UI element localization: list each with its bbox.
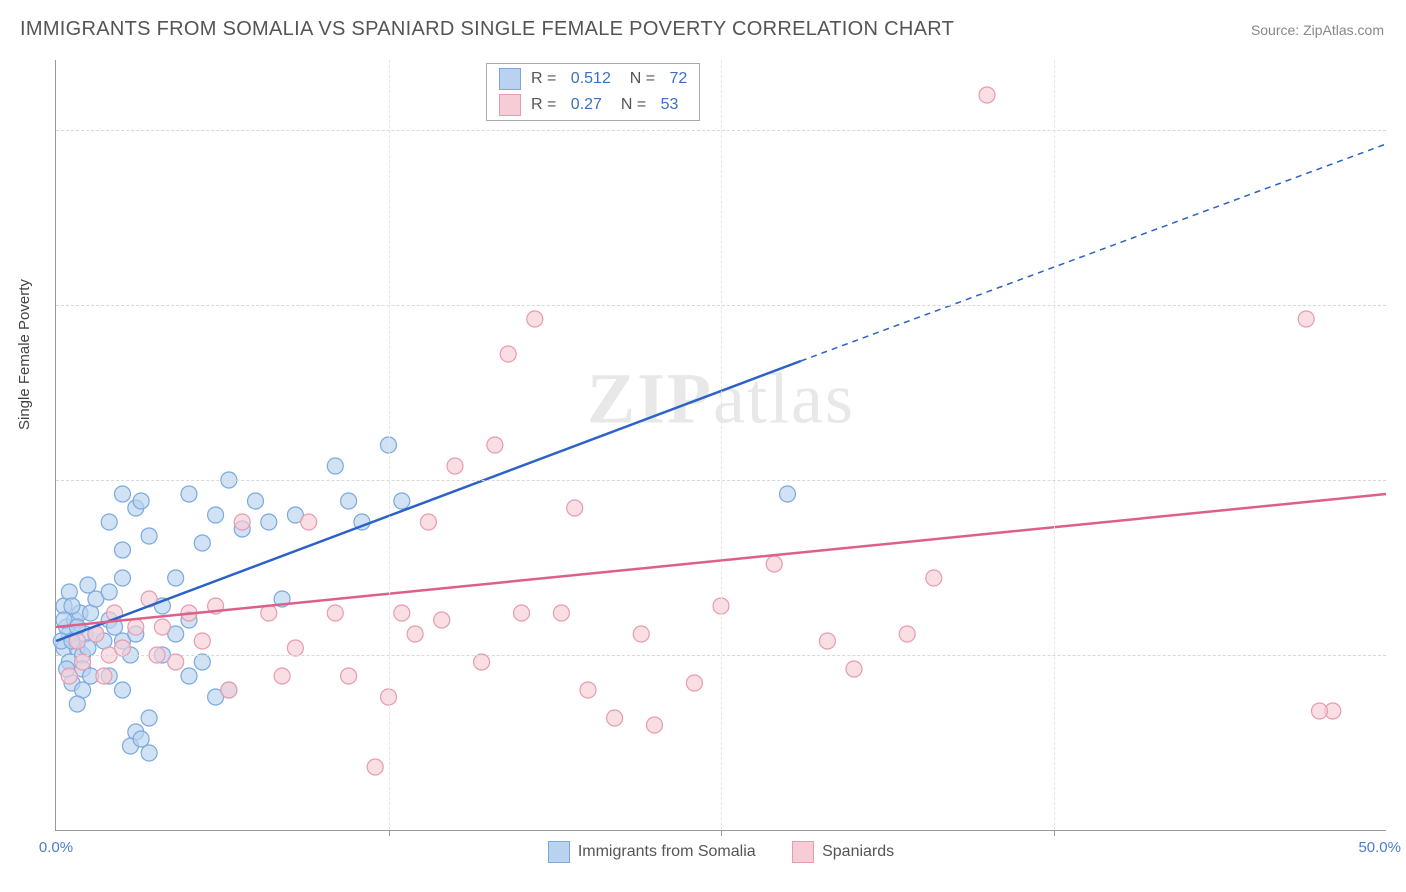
chart-title: IMMIGRANTS FROM SOMALIA VS SPANIARD SING…	[20, 18, 954, 41]
data-point-series-1	[287, 640, 303, 656]
plot-area: ZIPatlas R = 0.512 N = 72 R = 0.27 N = 5…	[55, 60, 1386, 831]
legend-item-1: Spaniards	[792, 841, 894, 863]
data-point-series-0	[248, 493, 264, 509]
legend-bottom-label-0: Immigrants from Somalia	[578, 843, 756, 861]
legend-item-0: Immigrants from Somalia	[548, 841, 756, 863]
data-point-series-0	[64, 598, 80, 614]
legend-bottom-swatch-0	[548, 841, 570, 863]
data-point-series-1	[979, 87, 995, 103]
data-point-series-1	[154, 619, 170, 635]
y-tick: 75.0%	[1396, 297, 1406, 314]
data-point-series-1	[1298, 311, 1314, 327]
data-point-series-1	[168, 654, 184, 670]
data-point-series-1	[434, 612, 450, 628]
data-point-series-1	[487, 437, 503, 453]
data-point-series-1	[553, 605, 569, 621]
data-point-series-0	[194, 535, 210, 551]
data-point-series-0	[115, 542, 131, 558]
data-point-series-1	[327, 605, 343, 621]
data-point-series-0	[69, 696, 85, 712]
data-point-series-1	[633, 626, 649, 642]
data-point-series-1	[899, 626, 915, 642]
data-point-series-1	[115, 640, 131, 656]
x-gridline	[721, 60, 722, 830]
data-point-series-1	[766, 556, 782, 572]
legend-series: Immigrants from Somalia Spaniards	[56, 841, 1386, 868]
y-tick: 25.0%	[1396, 647, 1406, 664]
data-point-series-1	[567, 500, 583, 516]
data-point-series-0	[341, 493, 357, 509]
data-point-series-1	[301, 514, 317, 530]
data-point-series-1	[474, 654, 490, 670]
x-tick-mark	[389, 830, 390, 836]
data-point-series-0	[80, 577, 96, 593]
data-point-series-1	[607, 710, 623, 726]
data-point-series-0	[261, 514, 277, 530]
data-point-series-1	[234, 514, 250, 530]
data-point-series-0	[181, 668, 197, 684]
data-point-series-1	[75, 654, 91, 670]
data-point-series-1	[394, 605, 410, 621]
data-point-series-1	[194, 633, 210, 649]
data-point-series-1	[367, 759, 383, 775]
data-point-series-0	[115, 486, 131, 502]
data-point-series-1	[407, 626, 423, 642]
data-point-series-0	[194, 654, 210, 670]
data-point-series-0	[141, 710, 157, 726]
data-point-series-1	[514, 605, 530, 621]
data-point-series-0	[168, 570, 184, 586]
data-point-series-1	[274, 668, 290, 684]
data-point-series-1	[846, 661, 862, 677]
x-gridline	[389, 60, 390, 830]
y-tick: 100.0%	[1396, 122, 1406, 139]
data-point-series-0	[133, 493, 149, 509]
data-point-series-0	[394, 493, 410, 509]
chart-container: IMMIGRANTS FROM SOMALIA VS SPANIARD SING…	[0, 0, 1406, 892]
data-point-series-1	[686, 675, 702, 691]
data-point-series-1	[221, 682, 237, 698]
data-point-series-1	[819, 633, 835, 649]
x-tick-mark	[1054, 830, 1055, 836]
data-point-series-1	[1312, 703, 1328, 719]
trendline-dashed-series-0	[801, 144, 1386, 361]
data-point-series-0	[141, 745, 157, 761]
data-point-series-1	[527, 311, 543, 327]
data-point-series-1	[420, 514, 436, 530]
legend-bottom-swatch-1	[792, 841, 814, 863]
data-point-series-1	[341, 668, 357, 684]
legend-bottom-label-1: Spaniards	[822, 843, 894, 861]
y-tick: 50.0%	[1396, 472, 1406, 489]
data-point-series-1	[647, 717, 663, 733]
data-point-series-0	[141, 528, 157, 544]
trendline-series-0	[56, 361, 801, 641]
y-axis-label: Single Female Poverty	[16, 279, 33, 430]
data-point-series-0	[327, 458, 343, 474]
data-point-series-0	[115, 682, 131, 698]
source-attribution: Source: ZipAtlas.com	[1251, 22, 1384, 38]
data-point-series-1	[500, 346, 516, 362]
data-point-series-1	[580, 682, 596, 698]
data-point-series-0	[115, 570, 131, 586]
data-point-series-1	[128, 619, 144, 635]
data-point-series-1	[926, 570, 942, 586]
data-point-series-0	[101, 584, 117, 600]
data-point-series-0	[133, 731, 149, 747]
data-point-series-0	[101, 514, 117, 530]
data-point-series-0	[61, 584, 77, 600]
data-point-series-0	[780, 486, 796, 502]
data-point-series-0	[208, 507, 224, 523]
data-point-series-1	[61, 668, 77, 684]
data-point-series-0	[181, 486, 197, 502]
data-point-series-1	[96, 668, 112, 684]
data-point-series-1	[447, 458, 463, 474]
x-tick-mark	[721, 830, 722, 836]
x-gridline	[1054, 60, 1055, 830]
